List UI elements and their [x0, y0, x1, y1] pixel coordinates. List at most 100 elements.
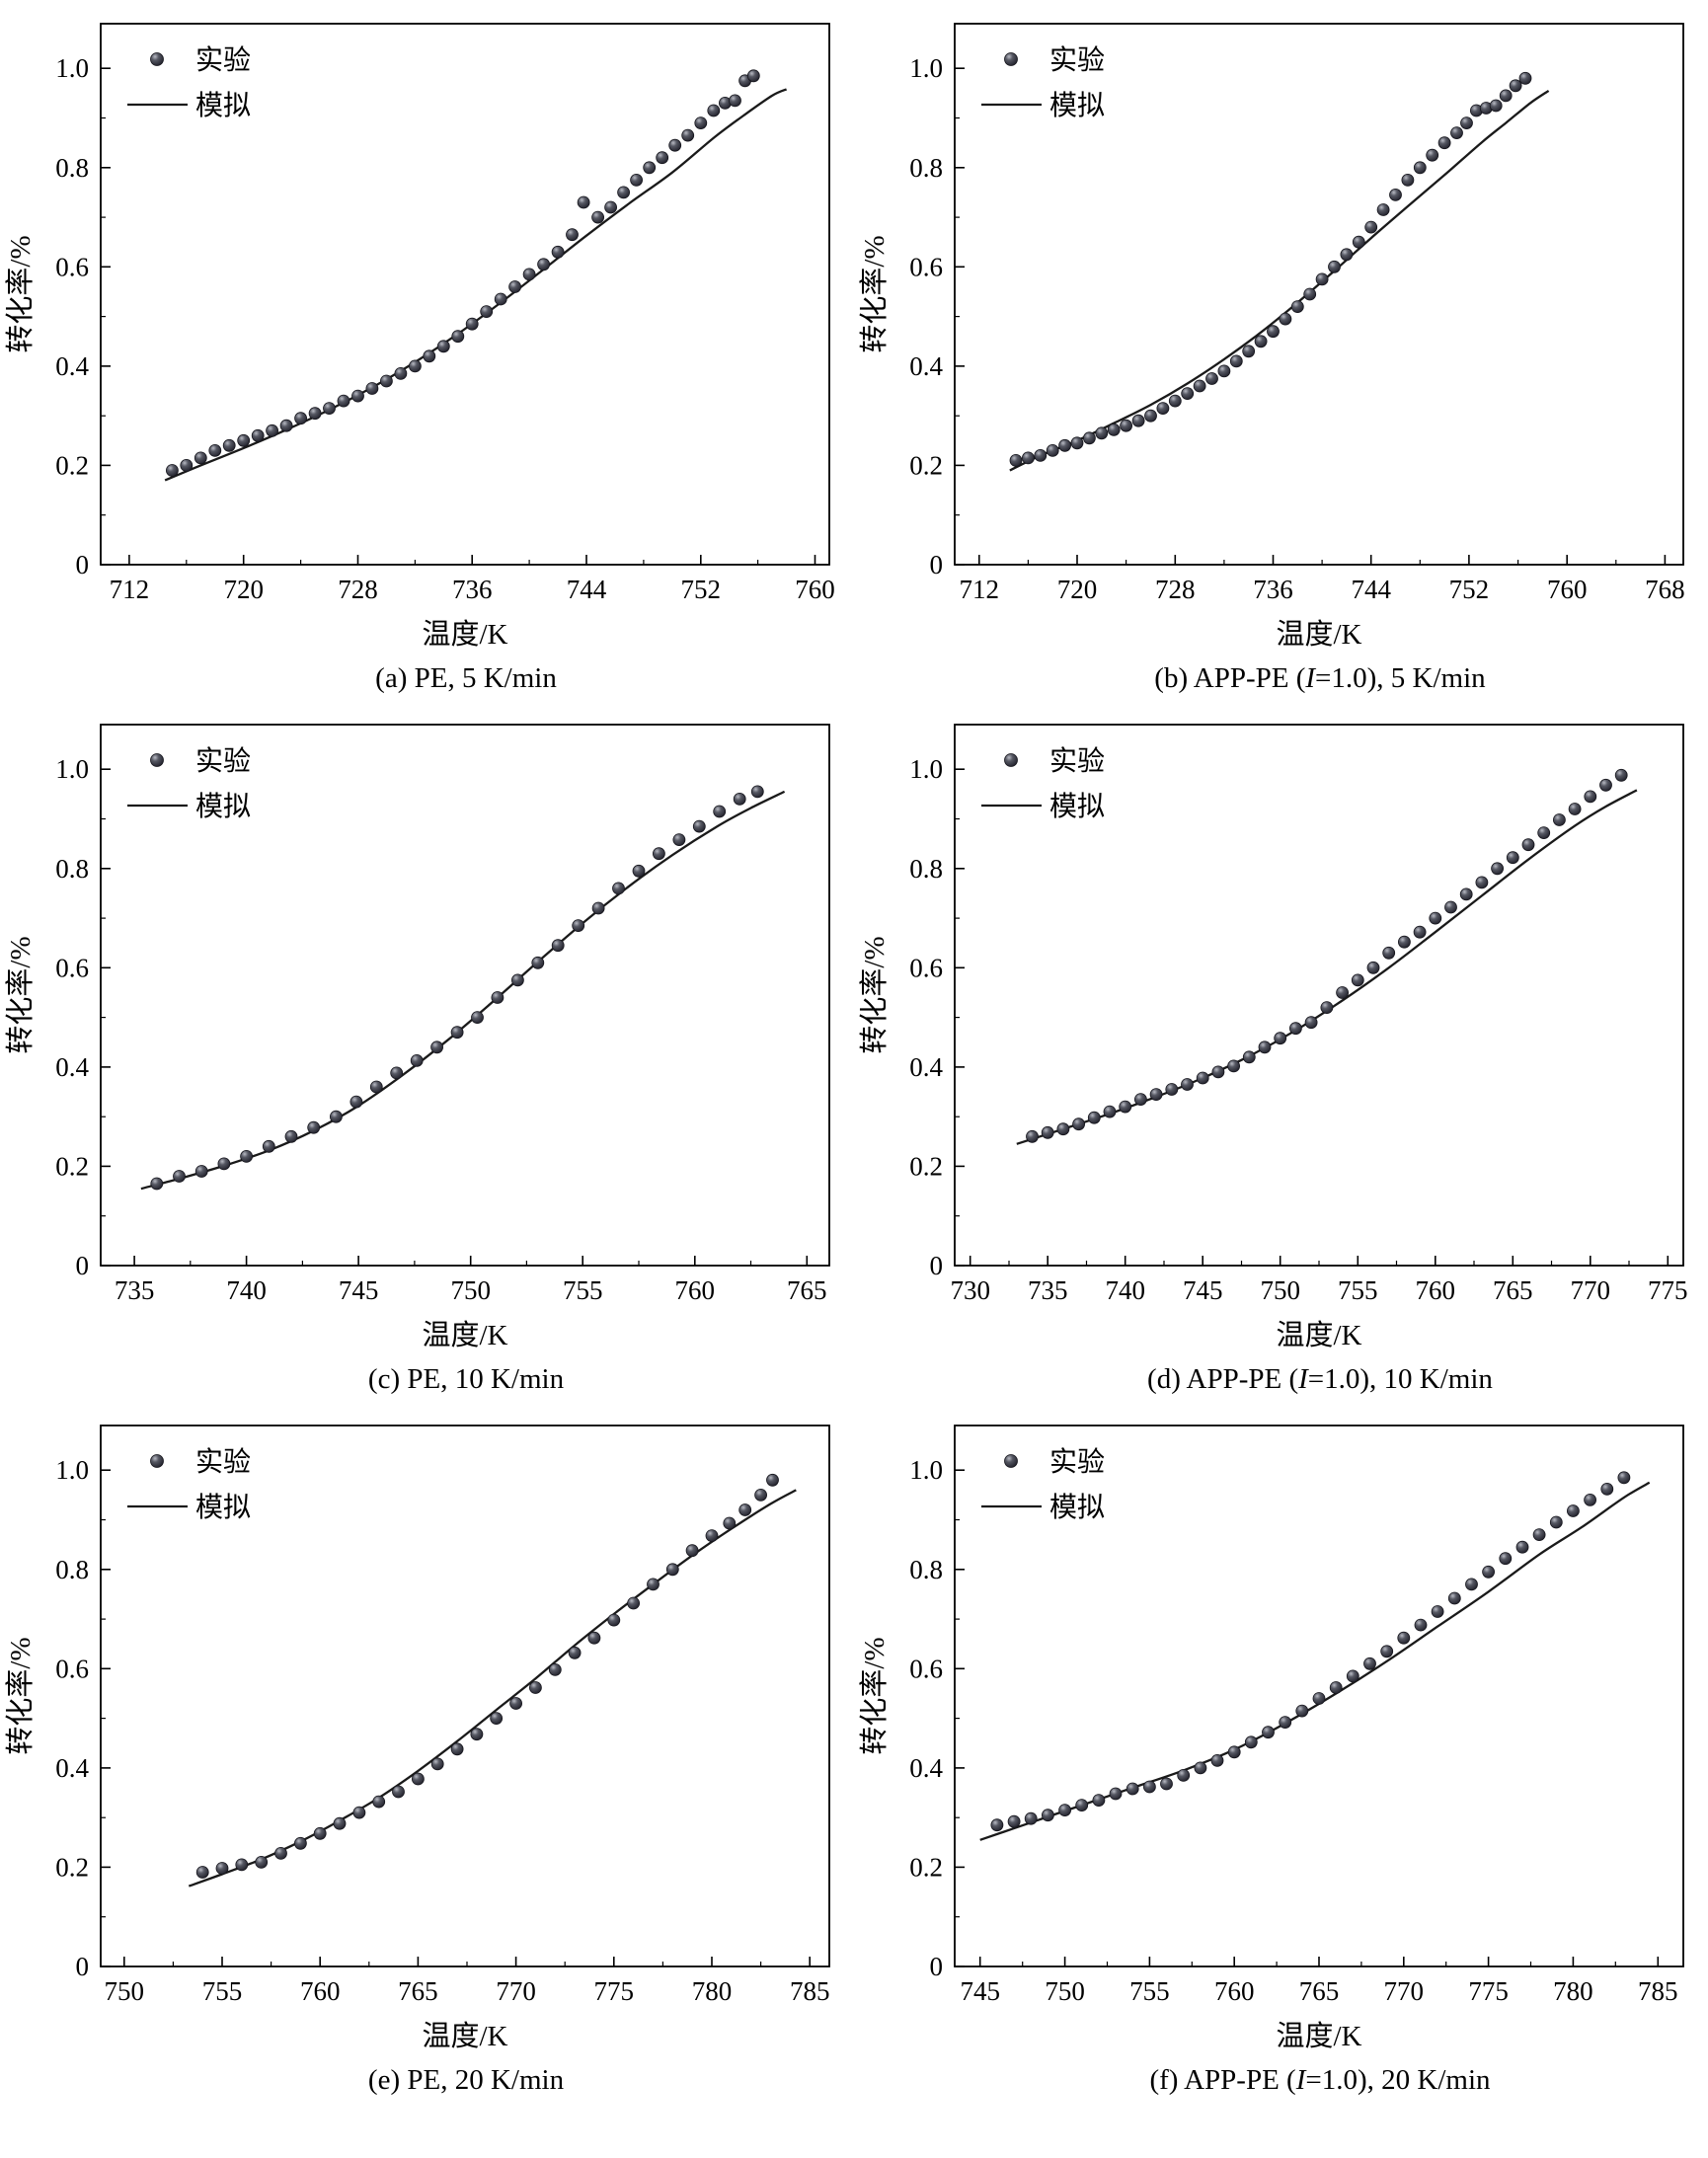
- svg-text:736: 736: [452, 575, 493, 604]
- svg-text:775: 775: [1648, 1275, 1688, 1305]
- svg-text:765: 765: [398, 1976, 438, 2006]
- legend-experiment-marker: [1004, 1454, 1018, 1468]
- figure-panel-c: 735 740 745 750 755 760 765 0 0.2 0.4 0.6 0.8 1.0 温度/…: [0, 709, 854, 1396]
- svg-text:755: 755: [1129, 1976, 1170, 2006]
- svg-text:765: 765: [1299, 1976, 1340, 2006]
- svg-text:740: 740: [1105, 1275, 1145, 1305]
- svg-text:730: 730: [950, 1275, 990, 1305]
- simulation-line: [979, 1481, 1651, 1841]
- experiment-points: [990, 1471, 1631, 1832]
- figure-panel-d: 730 735 740 745 750 755 760 765 770 775 0 0.2 0.4 0.6…: [854, 709, 1708, 1396]
- svg-text:0.8: 0.8: [55, 153, 89, 183]
- y-axis-label: 转化率/%: [858, 1637, 891, 1754]
- svg-text:1.0: 1.0: [909, 53, 943, 83]
- svg-text:728: 728: [1155, 575, 1196, 604]
- figure-grid: 712 720 728 736 744 752 760 0 0.2 0.4 0.6 0.8 1.0 温度/…: [0, 8, 1708, 2097]
- simulation-line: [1016, 789, 1638, 1145]
- plot-frame: [954, 1425, 1684, 1967]
- legend-experiment-marker: [150, 52, 164, 66]
- figure-panel-a: 712 720 728 736 744 752 760 0 0.2 0.4 0.6 0.8 1.0 温度/…: [0, 8, 854, 695]
- caption-text: =1.0), 10 K/min: [1307, 1363, 1493, 1395]
- svg-text:0.8: 0.8: [909, 854, 943, 884]
- svg-text:765: 765: [1493, 1275, 1533, 1305]
- legend-experiment-label: 实验: [195, 1446, 251, 1478]
- legend-experiment-label: 实验: [1049, 1446, 1105, 1478]
- plot-frame: [954, 23, 1684, 566]
- legend-simulation-label: 模拟: [1049, 90, 1105, 121]
- svg-text:735: 735: [115, 1275, 155, 1305]
- caption-f: (f) APP-PE (I=1.0), 20 K/min: [955, 2063, 1685, 2097]
- svg-text:745: 745: [1183, 1275, 1223, 1305]
- simulation-line: [188, 1489, 797, 1888]
- svg-text:770: 770: [496, 1976, 536, 2006]
- svg-text:0.4: 0.4: [909, 351, 943, 381]
- svg-text:768: 768: [1645, 575, 1685, 604]
- legend-experiment-marker: [150, 1454, 164, 1468]
- svg-text:0.8: 0.8: [55, 854, 89, 884]
- svg-text:1.0: 1.0: [909, 1455, 943, 1485]
- svg-text:0.6: 0.6: [909, 1654, 943, 1683]
- svg-text:0.4: 0.4: [909, 1052, 943, 1082]
- svg-text:0.8: 0.8: [909, 153, 943, 183]
- legend-experiment-label: 实验: [1049, 745, 1105, 777]
- svg-text:765: 765: [787, 1275, 827, 1305]
- svg-text:0: 0: [76, 1251, 90, 1280]
- caption-text: (d) APP-PE (: [1147, 1363, 1299, 1395]
- svg-text:720: 720: [1057, 575, 1098, 604]
- svg-text:755: 755: [563, 1275, 603, 1305]
- svg-text:780: 780: [692, 1976, 733, 2006]
- legend-simulation-label: 模拟: [195, 90, 251, 121]
- svg-text:0.8: 0.8: [909, 1555, 943, 1584]
- caption-italic: I: [1295, 2064, 1306, 2096]
- svg-text:0.6: 0.6: [55, 252, 89, 281]
- svg-text:740: 740: [226, 1275, 267, 1305]
- svg-text:712: 712: [110, 575, 150, 604]
- axis-ticks: 712 720 728 736 744 752 760 0 0.2 0.4 0.6 0.8 1.0: [55, 53, 835, 604]
- experiment-points: [165, 69, 760, 477]
- caption-text: (c) PE, 10 K/min: [367, 1363, 565, 1395]
- svg-text:0.2: 0.2: [55, 450, 89, 480]
- svg-text:775: 775: [1468, 1976, 1509, 2006]
- caption-italic: I: [1305, 662, 1316, 694]
- chart-d: 730 735 740 745 750 755 760 765 770 775 0 0.2 0.4 0.6…: [858, 724, 1688, 1351]
- caption-e: (e) PE, 20 K/min: [101, 2063, 831, 2097]
- svg-text:0.6: 0.6: [55, 1654, 89, 1683]
- svg-text:0: 0: [930, 550, 944, 579]
- legend-experiment-marker: [1004, 52, 1018, 66]
- simulation-line: [140, 790, 786, 1191]
- experiment-points: [1009, 71, 1532, 467]
- svg-text:0: 0: [930, 1952, 944, 1981]
- x-axis-label: 温度/K: [1276, 1319, 1361, 1351]
- svg-text:785: 785: [1638, 1976, 1678, 2006]
- y-axis-label: 转化率/%: [858, 235, 891, 352]
- svg-text:760: 760: [675, 1275, 716, 1305]
- figure-panel-b: 712 720 728 736 744 752 760 768 0 0.2 0.4 0.6 0.8 1.0…: [854, 8, 1708, 695]
- caption-b: (b) APP-PE (I=1.0), 5 K/min: [955, 661, 1685, 695]
- svg-text:0.2: 0.2: [909, 1151, 943, 1181]
- svg-text:745: 745: [339, 1275, 379, 1305]
- axis-ticks: 750 755 760 765 770 775 780 785 0 0.2 0.4 0.6 0.8 1.0: [55, 1455, 829, 2006]
- svg-text:0.6: 0.6: [55, 953, 89, 982]
- svg-text:785: 785: [790, 1976, 830, 2006]
- svg-text:755: 755: [1338, 1275, 1378, 1305]
- caption-text: (b) APP-PE (: [1154, 662, 1306, 694]
- svg-text:736: 736: [1253, 575, 1293, 604]
- svg-text:0.6: 0.6: [909, 252, 943, 281]
- y-axis-label: 转化率/%: [4, 1637, 37, 1754]
- caption-d: (d) APP-PE (I=1.0), 10 K/min: [955, 1362, 1685, 1396]
- svg-text:755: 755: [202, 1976, 243, 2006]
- svg-text:720: 720: [223, 575, 264, 604]
- experiment-points: [150, 785, 764, 1191]
- svg-text:0.2: 0.2: [909, 450, 943, 480]
- y-axis-label: 转化率/%: [4, 235, 37, 352]
- caption-text: =1.0), 5 K/min: [1315, 662, 1486, 694]
- figure-panel-e: 750 755 760 765 770 775 780 785 0 0.2 0.4 0.6 0.8 1.0…: [0, 1410, 854, 2097]
- x-axis-label: 温度/K: [422, 618, 507, 651]
- svg-text:744: 744: [567, 575, 607, 604]
- svg-text:0.2: 0.2: [909, 1852, 943, 1882]
- caption-text: (e) PE, 20 K/min: [367, 2064, 565, 2096]
